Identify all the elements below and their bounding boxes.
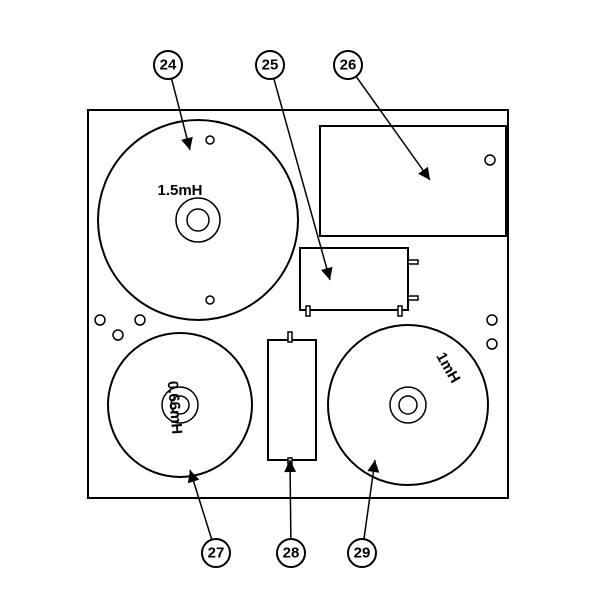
callout-label-26: 26 [340,57,357,74]
box-25 [300,248,408,310]
lead [288,332,292,342]
lead [408,296,418,300]
pcb-diagram: 1.5mH 0.66mH 1mH 24 25 26 27 28 29 [0,0,600,600]
lead [306,306,310,316]
callout-label-29: 29 [354,545,371,562]
box-28 [268,340,316,460]
callout-label-25: 25 [262,57,279,74]
box-26 [320,126,506,236]
inductor-L1: 1.5mH [98,120,298,320]
lead [398,306,402,316]
lead [408,260,418,264]
callout-label-28: 28 [283,545,300,562]
callout-label-24: 24 [160,57,177,74]
callout-label-27: 27 [208,545,225,562]
inductor-L2: 0.66mH [108,333,252,477]
inductor-L3: 1mH [328,325,488,485]
inductor-label-L1: 1.5mH [157,182,202,199]
